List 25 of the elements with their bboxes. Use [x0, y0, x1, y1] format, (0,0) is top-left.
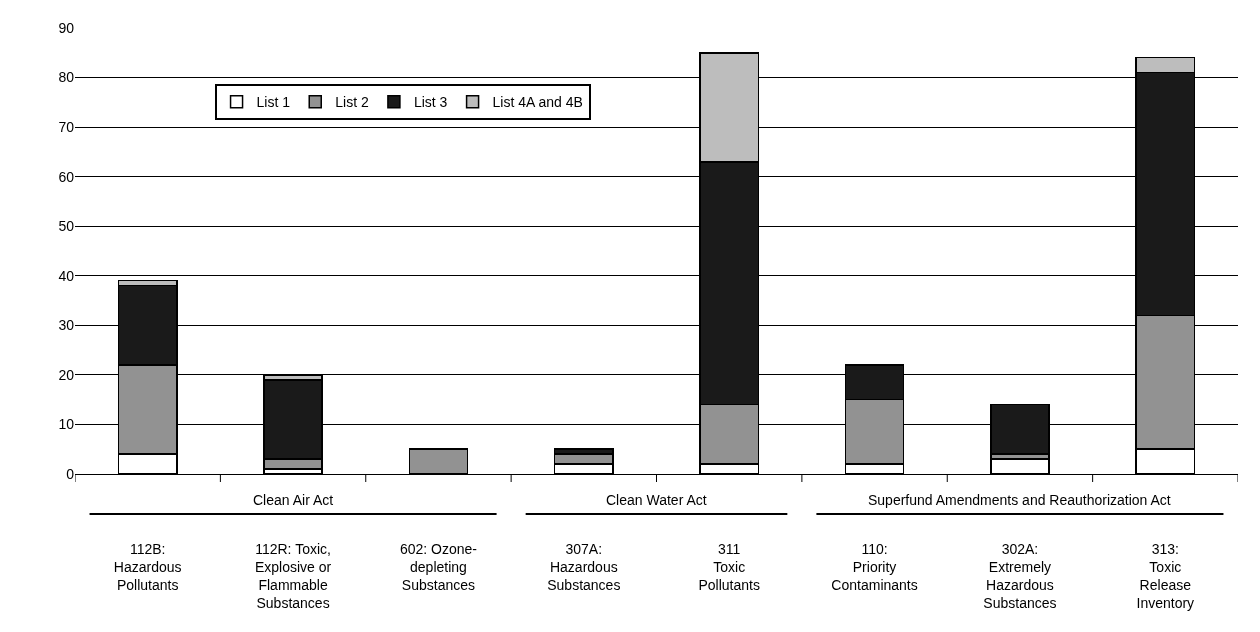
x-tick-label: 313: Toxic Release Inventory [1136, 540, 1195, 612]
legend-label: List 4A and 4B [492, 94, 583, 111]
y-tick-label: 30 [58, 317, 75, 334]
legend-label: List 1 [256, 94, 291, 111]
y-tick-label: 20 [58, 366, 75, 383]
x-tick-label: 307A: Hazardous Substances [547, 540, 621, 594]
x-tick-label: 112B: Hazardous Pollutants [113, 540, 182, 594]
y-tick-label: 70 [58, 119, 75, 136]
legend-label: List 3 [413, 94, 448, 111]
y-tick-label: 60 [58, 168, 75, 185]
y-tick-label: 10 [58, 416, 75, 433]
x-tick-label: 602: Ozone- depleting Substances [399, 540, 478, 594]
legend-label: List 2 [335, 94, 369, 111]
y-tick-label: 80 [58, 69, 75, 86]
x-tick-label: 110: Priority Contaminants [831, 540, 918, 594]
text: Superfund Amendments and Reauthorization Act [868, 492, 1171, 508]
text: Clean Water Act [606, 492, 707, 508]
y-tick-label: 50 [58, 218, 75, 235]
text: Clean Air Act [253, 492, 334, 508]
y-tick-label: 90 [58, 19, 75, 36]
x-tick-label: 112R: Toxic, Explosive or Flammable Substances [254, 540, 332, 612]
x-tick-label: 302A: Extremely Hazardous Substances [983, 540, 1057, 612]
y-tick-label: 0 [66, 465, 75, 482]
y-tick-label: 40 [58, 267, 75, 284]
x-tick-label: 311 Toxic Pollutants [698, 540, 760, 594]
